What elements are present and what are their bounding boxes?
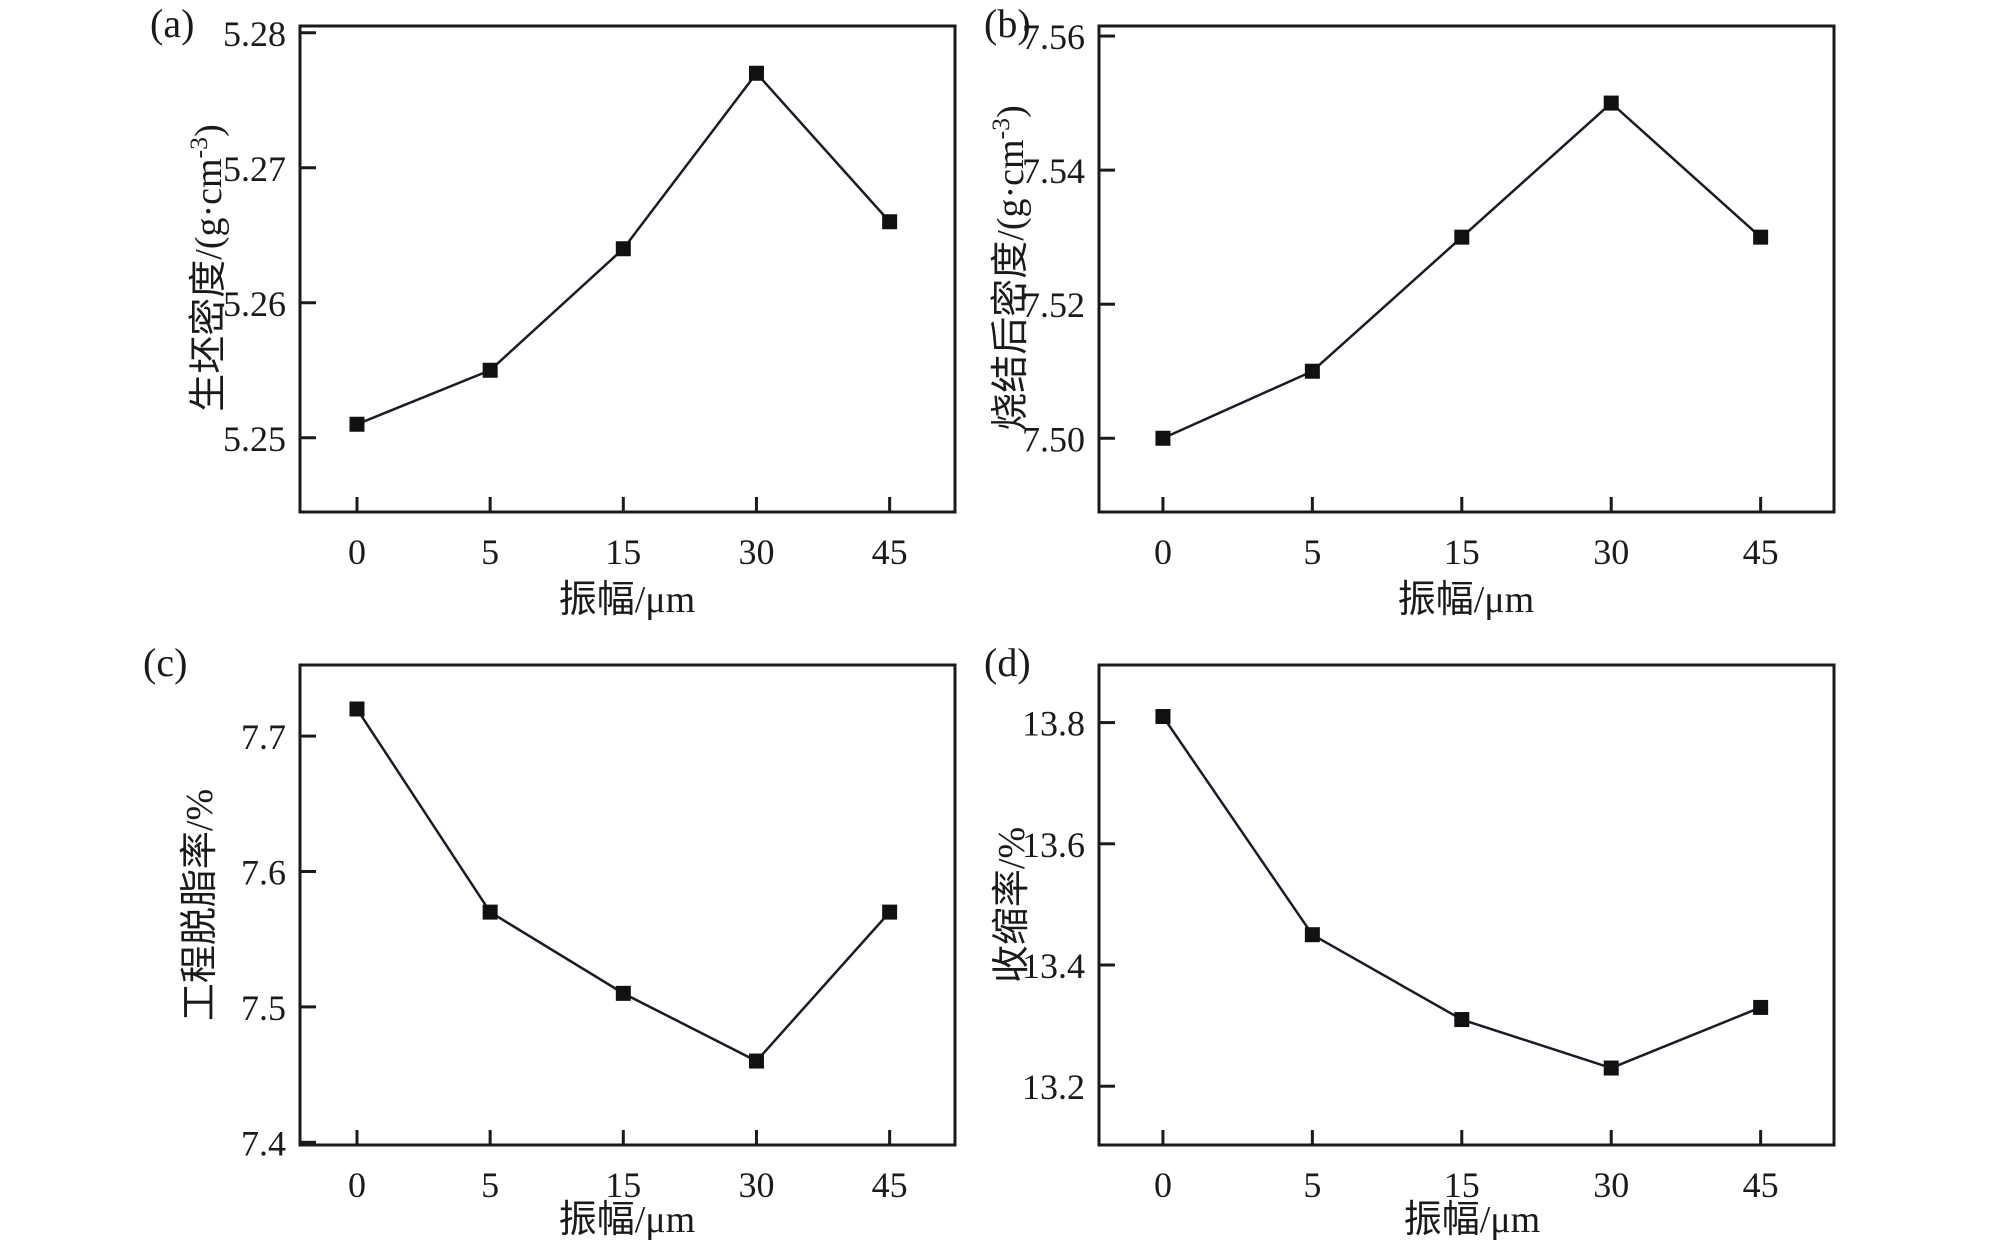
x-tick-label: 30 bbox=[1593, 532, 1629, 572]
y-axis-title-d: 收缩率/% bbox=[991, 826, 1033, 984]
exponent: -3 bbox=[184, 136, 214, 159]
y-axis-title-a: 生坯密度/(g·cm-3) bbox=[184, 124, 230, 412]
y-axis-title-c: 工程脱脂率/% bbox=[179, 788, 221, 1022]
axis-box bbox=[1097, 663, 1836, 1147]
axis-box bbox=[298, 663, 957, 1147]
x-tick-label: 45 bbox=[1743, 532, 1779, 572]
x-tick-label: 5 bbox=[481, 532, 499, 572]
x-axis-title-c: 振幅/μm bbox=[558, 1199, 696, 1241]
x-axis-title-b: 振幅/μm bbox=[1397, 579, 1535, 621]
data-point-marker bbox=[748, 65, 764, 81]
data-point-marker bbox=[482, 362, 498, 378]
y-tick-label: 5.26 bbox=[223, 284, 286, 324]
y-tick-label: 7.54 bbox=[1022, 151, 1085, 191]
x-tick-label: 5 bbox=[1303, 1165, 1321, 1205]
data-point-marker bbox=[1603, 95, 1619, 111]
x-tick-label: 45 bbox=[872, 1165, 908, 1205]
data-point-marker bbox=[615, 241, 631, 257]
chart-panel-a: 5.25 5.26 5.27 5.28 0 5 15 30 45 bbox=[223, 14, 957, 572]
x-tick-label: 0 bbox=[348, 532, 366, 572]
chart-panel-d: 13.2 13.4 13.6 13.8 0 5 15 30 45 bbox=[1022, 663, 1836, 1205]
x-axis-title-d: 振幅/μm bbox=[1403, 1199, 1541, 1241]
data-point-marker bbox=[1454, 229, 1470, 245]
y-tick-label: 7.6 bbox=[241, 852, 286, 892]
x-tick-label: 30 bbox=[738, 532, 774, 572]
data-point-marker bbox=[1304, 363, 1320, 379]
y-tick-label: 7.5 bbox=[241, 988, 286, 1028]
y-tick-label: 5.25 bbox=[223, 419, 286, 459]
data-point-marker bbox=[1454, 1012, 1470, 1028]
panel-label-b: (b) bbox=[984, 1, 1031, 46]
y-tick-label: 5.27 bbox=[223, 149, 286, 189]
x-tick-label: 30 bbox=[1593, 1165, 1629, 1205]
data-point-marker bbox=[482, 904, 498, 920]
data-point-marker bbox=[1753, 229, 1769, 245]
y-tick-label: 7.50 bbox=[1022, 419, 1085, 459]
data-point-marker bbox=[615, 985, 631, 1001]
x-tick-label: 0 bbox=[1154, 532, 1172, 572]
y-tick-label: 13.6 bbox=[1022, 825, 1085, 865]
panel-label-c: (c) bbox=[143, 640, 188, 685]
panel-label-d: (d) bbox=[984, 640, 1031, 685]
y-tick-label: 13.2 bbox=[1022, 1067, 1085, 1107]
x-tick-label: 15 bbox=[1444, 1165, 1480, 1205]
data-point-marker bbox=[349, 701, 365, 717]
data-point-marker bbox=[1155, 709, 1171, 725]
x-tick-label: 15 bbox=[605, 1165, 641, 1205]
y-tick-label: 7.52 bbox=[1022, 285, 1085, 325]
x-tick-label: 0 bbox=[348, 1165, 366, 1205]
series-line bbox=[355, 708, 891, 1063]
data-point-marker bbox=[1155, 430, 1171, 446]
y-tick-label: 7.4 bbox=[241, 1123, 286, 1163]
data-point-marker bbox=[748, 1053, 764, 1069]
y-tick-label: 13.8 bbox=[1022, 704, 1085, 744]
x-tick-label: 15 bbox=[1444, 532, 1480, 572]
chart-panel-c: 7.4 7.5 7.6 7.7 0 5 15 30 45 bbox=[241, 663, 957, 1205]
series-line bbox=[1162, 101, 1762, 440]
data-point-marker bbox=[882, 214, 898, 230]
axis-box bbox=[298, 24, 957, 514]
data-point-marker bbox=[1603, 1060, 1619, 1076]
x-tick-label: 0 bbox=[1154, 1165, 1172, 1205]
exponent: -3 bbox=[986, 117, 1016, 140]
data-point-marker bbox=[1304, 927, 1320, 943]
x-tick-label: 45 bbox=[1743, 1165, 1779, 1205]
panel-label-a: (a) bbox=[150, 1, 195, 46]
data-point-marker bbox=[1753, 999, 1769, 1015]
x-axis-title-a: 振幅/μm bbox=[558, 579, 696, 621]
x-tick-label: 30 bbox=[738, 1165, 774, 1205]
y-tick-label: 7.56 bbox=[1022, 17, 1085, 57]
x-tick-label: 5 bbox=[1303, 532, 1321, 572]
y-axis-title-b: 烧结后密度/(g·cm-3) bbox=[986, 105, 1032, 431]
data-point-marker bbox=[349, 416, 365, 432]
x-tick-label: 15 bbox=[605, 532, 641, 572]
axis-box bbox=[1097, 24, 1836, 514]
x-tick-label: 45 bbox=[872, 532, 908, 572]
y-tick-label: 13.4 bbox=[1022, 946, 1085, 986]
y-tick-label: 7.7 bbox=[241, 717, 286, 757]
x-tick-label: 5 bbox=[481, 1165, 499, 1205]
y-tick-label: 5.28 bbox=[223, 14, 286, 54]
data-point-marker bbox=[882, 904, 898, 920]
chart-panel-b: 7.50 7.52 7.54 7.56 0 5 15 30 45 bbox=[1022, 17, 1836, 572]
